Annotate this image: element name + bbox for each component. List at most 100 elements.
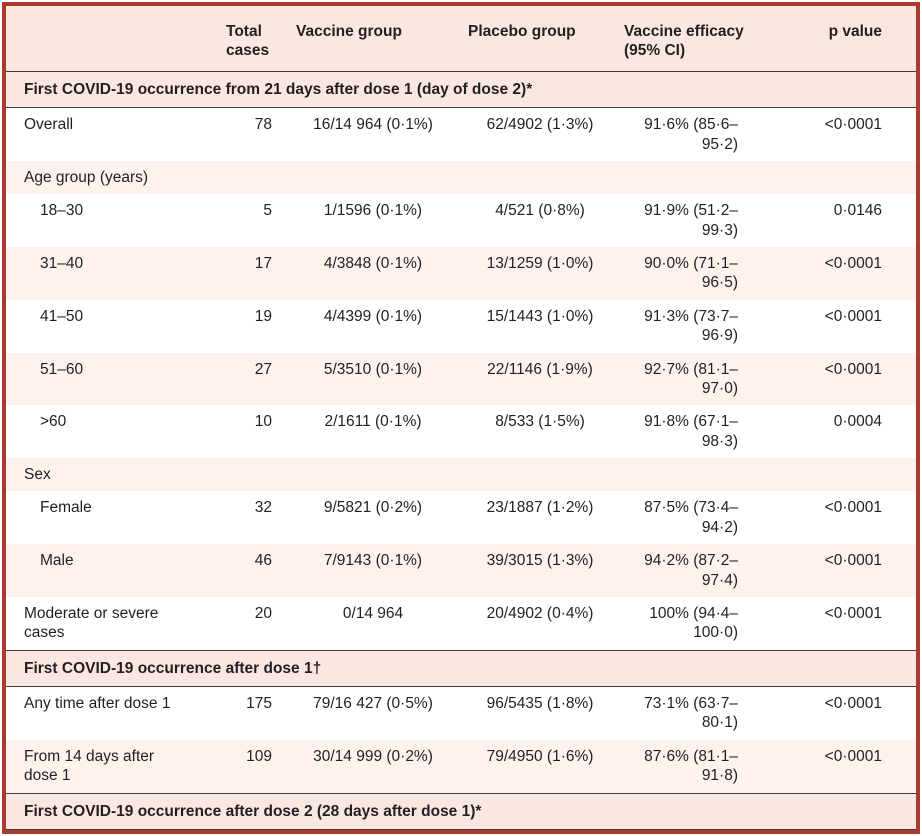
table-cell: 91·9% (51·2–99·3)	[644, 202, 738, 239]
table-cell: 92·7% (81·1–97·0)	[644, 360, 738, 397]
table-cell: <0·0001	[824, 255, 882, 272]
row-label: All	[6, 829, 218, 830]
table-cell: <0·0001	[824, 360, 882, 378]
results-table: Total cases Vaccine group Placebo group …	[6, 6, 916, 830]
table-cell: 91·6% (85·6–95·2)	[644, 116, 738, 153]
table-cell: <0·0001	[824, 695, 882, 712]
row-label: Any time after dose 1	[24, 695, 171, 712]
row-label: 31–40	[40, 255, 84, 272]
row-label: >60	[40, 413, 67, 431]
table-cell	[218, 161, 282, 194]
table-row: Overall 78 16/14 964 (0·1%) 62/4902 (1·3%) 9…	[6, 107, 916, 161]
table-row: Male 46 7/9143 (0·1%) 39/3015 (1·3%) 94·2% (…	[6, 544, 916, 597]
table-cell: 19	[254, 307, 272, 325]
table-cell: 47/4601 (1·0%)	[464, 829, 616, 830]
table-cell: <0·0001	[824, 499, 882, 517]
table-cell: 87·5% (73·4–94·2)	[644, 499, 738, 536]
table-row: 31–40 17 4/3848 (0·1%) 13/1259 (1·0%) 90·0% …	[6, 247, 916, 300]
column-header-placebo-group: Placebo group	[464, 6, 616, 72]
table-cell: 79/16 427 (0·5%)	[313, 695, 433, 712]
column-header-row: Total cases Vaccine group Placebo group …	[6, 6, 916, 72]
table-cell: 60	[218, 829, 282, 830]
table-cell: 20/4902 (0·4%)	[486, 604, 594, 622]
row-label: Overall	[24, 116, 74, 134]
table-cell: 23/1887 (1·2%)	[486, 499, 594, 517]
table-cell: 27	[254, 360, 272, 378]
table-row: From 14 days after dose 1 109 30/14 999 (0…	[6, 739, 916, 793]
row-label-column-header	[6, 6, 218, 72]
table-row: Female 32 9/5821 (0·2%) 23/1887 (1·2%) 87·5%…	[6, 491, 916, 545]
row-label: Male	[40, 552, 74, 570]
table-cell: 175	[246, 695, 272, 712]
row-label: From 14 days after dose 1	[24, 747, 155, 785]
table-cell	[218, 458, 282, 491]
table-cell: <0·0001	[824, 307, 882, 325]
table-row: >60 10 2/1611 (0·1%) 8/533 (1·5%) 91·8% (67·…	[6, 405, 916, 458]
table-cell: 91·3% (73·7–96·9)	[644, 307, 738, 345]
table-row: 18–30 5 1/1596 (0·1%) 4/521 (0·8%) 91·9% (51…	[6, 194, 916, 247]
table-cell: 90·0% (71·1–96·5)	[644, 255, 738, 292]
table-cell: <0·0001	[824, 747, 882, 765]
table-cell: <0·0001	[824, 552, 882, 570]
table-cell: <0·0001	[824, 604, 882, 622]
table-cell: 78	[254, 116, 272, 134]
table-cell: 16/14 964 (0·1%)	[313, 116, 433, 134]
table-cell: 7/9143 (0·1%)	[323, 552, 423, 570]
section-header-label: First COVID-19 occurrence after dose 2 (…	[6, 792, 916, 830]
table-cell: 9/5821 (0·2%)	[323, 499, 423, 517]
table-body: First COVID-19 occurrence from 21 days a…	[6, 70, 916, 830]
table-cell	[464, 161, 616, 194]
table-cell: 94·2% (87·2–97·4)	[644, 552, 738, 589]
table-cell: 4/4399 (0·1%)	[323, 307, 423, 325]
section-header-label: First COVID-19 occurrence from 21 days a…	[6, 70, 916, 109]
table-cell: 39/3015 (1·3%)	[486, 552, 594, 570]
table-cell: 13/1259 (1·0%)	[486, 255, 594, 272]
table-cell: 100% (94·4–100·0)	[649, 604, 738, 642]
table-cell: 2/1611 (0·1%)	[324, 413, 422, 431]
table-cell: <0·0001	[784, 829, 916, 830]
table-cell: 0·0146	[833, 202, 882, 220]
table-cell: 20	[254, 604, 272, 622]
column-header-total-cases: Total cases	[218, 6, 282, 72]
table-cell: 5	[263, 202, 272, 220]
row-label: 41–50	[40, 307, 84, 325]
table-cell: 79/4950 (1·6%)	[486, 747, 594, 765]
column-header-vaccine-group: Vaccine group	[282, 6, 464, 72]
table-cell: 17	[254, 255, 272, 272]
table-row: 51–60 27 5/3510 (0·1%) 22/1146 (1·9%) 92·7% …	[6, 352, 916, 406]
table-cell: 96/5435 (1·8%)	[486, 695, 594, 712]
section-header-row: First COVID-19 occurrence from 21 days a…	[6, 70, 916, 109]
table-cell	[784, 458, 916, 491]
table-cell: 22/1146 (1·9%)	[487, 360, 593, 378]
table-cell: 5/3510 (0·1%)	[323, 360, 423, 378]
column-header-p-value: p value	[784, 6, 916, 72]
section-header-row: First COVID-19 occurrence after dose 2 (…	[6, 792, 916, 830]
table-cell: 91·8% (67·1–98·3)	[644, 413, 738, 450]
table-cell	[282, 161, 464, 194]
section-header-row: First COVID-19 occurrence after dose 1†	[6, 649, 916, 688]
table-cell: 4/521 (0·8%)	[495, 202, 585, 220]
row-label: Sex	[24, 466, 51, 483]
row-label: Female	[40, 499, 92, 517]
table-cell: 91·1% (83·8–95·1)	[616, 829, 784, 830]
table-cell: 15/1443 (1·0%)	[486, 307, 594, 325]
row-label: 18–30	[40, 202, 84, 220]
table-cell: 30/14 999 (0·2%)	[313, 747, 433, 765]
row-label: 51–60	[40, 360, 84, 378]
table-cell: 4/3848 (0·1%)	[323, 255, 423, 272]
table-row: Sex	[6, 458, 916, 492]
table-cell: 1/1596 (0·1%)	[323, 202, 423, 220]
table-cell	[282, 458, 464, 491]
table-cell: 73·1% (63·7–80·1)	[644, 695, 738, 732]
table-cell: 0/14 964	[342, 604, 404, 622]
table-cell: 87·6% (81·1–91·8)	[644, 747, 738, 785]
table-cell: 8/533 (1·5%)	[495, 413, 585, 431]
table-cell: 109	[246, 747, 272, 765]
table-cell: 13/14 094 (0·1%)	[282, 829, 464, 830]
table-cell: <0·0001	[824, 116, 882, 134]
table-row: Age group (years)	[6, 160, 916, 195]
row-label: Moderate or severe cases	[24, 604, 159, 642]
table-cell: 10	[254, 413, 272, 431]
table-cell	[464, 458, 616, 491]
